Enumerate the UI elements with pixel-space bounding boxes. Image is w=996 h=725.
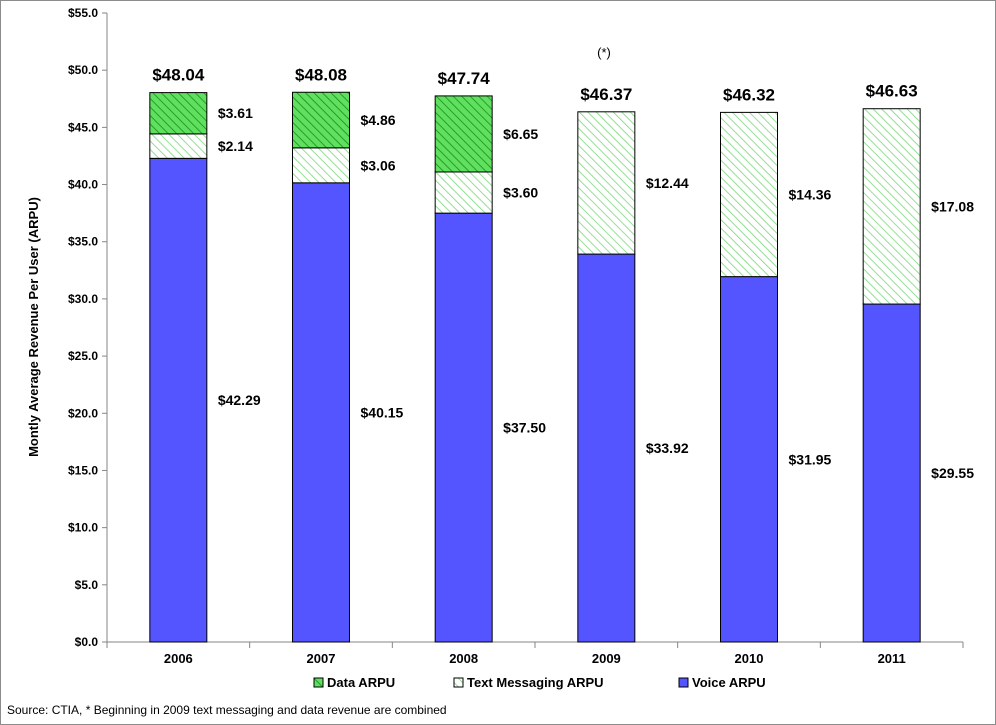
data-label: $12.44 [646,175,689,191]
legend: Data ARPU Text Messaging ARPU Voice ARPU [313,675,766,690]
y-tick-label: $45.0 [68,120,98,134]
x-tick-label: 2007 [307,651,336,666]
data-label: $14.36 [789,186,832,202]
total-label: $48.08 [295,65,347,84]
bar-segment-text-messaging-arpu [862,108,921,305]
bar-segment-text-messaging-arpu [720,111,778,278]
data-label: $31.95 [789,451,832,467]
y-tick-label: $15.0 [68,463,98,477]
data-label: $2.14 [218,138,253,154]
total-label: $46.32 [723,85,775,104]
annotation: (*) [597,45,611,60]
legend-swatch [453,677,464,688]
bar-segment-text-messaging-arpu [434,171,493,214]
source-note: Source: CTIA, * Beginning in 2009 text m… [7,703,447,717]
data-label: $42.29 [218,392,261,408]
x-tick-label: 2008 [449,651,478,666]
legend-swatch [678,677,689,688]
y-tick-label: $35.0 [68,235,98,249]
data-labels: $42.29 $2.14 $3.61 $48.04 $40.15 $3.06 $4.86 $4… [152,65,974,481]
y-tick-label: $0.0 [75,635,99,649]
legend-label: Text Messaging ARPU [467,675,604,690]
legend-label: Data ARPU [327,675,395,690]
bar-segment-data-arpu [434,95,493,173]
y-tick-label: $10.0 [68,521,98,535]
y-tick-label: $5.0 [75,578,99,592]
bar-segment-voice-arpu [434,212,493,643]
bar-segment-data-arpu [292,91,350,149]
bar-segment-voice-arpu [862,303,921,643]
total-label: $46.37 [580,85,632,104]
data-label: $3.61 [218,105,253,121]
bar-segment-data-arpu [149,92,208,135]
legend-label: Voice ARPU [692,675,766,690]
bars [149,91,921,643]
x-tick-label: 2006 [164,651,193,666]
total-label: $48.04 [152,66,205,85]
y-tick-label: $50.0 [68,63,98,77]
data-label: $6.65 [503,126,538,142]
data-label: $4.86 [361,112,396,128]
data-label: $37.50 [503,420,546,436]
data-label: $3.60 [503,185,538,201]
data-label: $33.92 [646,440,689,456]
data-label: $17.08 [931,198,974,214]
y-tick-label: $25.0 [68,349,98,363]
y-tick-label: $20.0 [68,406,98,420]
total-label: $47.74 [438,69,491,88]
axes: $0.0 $5.0 $10.0 $15.0 $20.0 $25.0 $30.0 $35.0 $4… [68,6,964,666]
bar-segment-text-messaging-arpu [149,133,208,159]
bar-segment-text-messaging-arpu [292,147,350,184]
bar-segment-voice-arpu [577,253,636,643]
bar-segment-voice-arpu [720,276,778,643]
legend-swatch [313,677,324,688]
total-label: $46.63 [866,82,918,101]
bar-segment-voice-arpu [149,157,208,643]
bar-segment-voice-arpu [292,182,350,643]
bar-segment-text-messaging-arpu [577,111,636,255]
y-axis-label: Montly Average Revenue Per User (ARPU) [26,197,41,457]
x-tick-label: 2011 [878,651,906,666]
data-label: $29.55 [931,465,974,481]
y-tick-label: $30.0 [68,292,98,306]
y-tick-label: $55.0 [68,6,98,20]
y-tick-label: $40.0 [68,178,98,192]
x-tick-label: 2009 [592,651,621,666]
data-label: $3.06 [361,157,396,173]
data-label: $40.15 [361,404,404,420]
x-tick-label: 2010 [735,651,764,666]
